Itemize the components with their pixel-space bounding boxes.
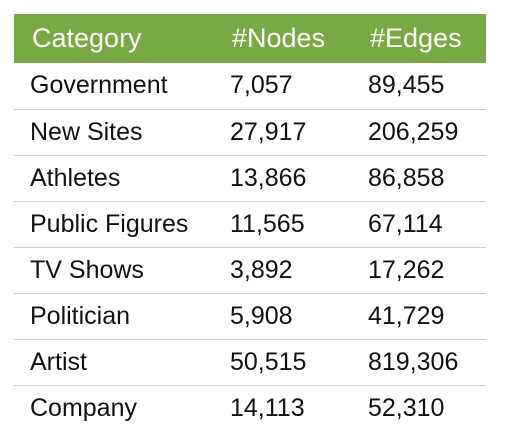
cell-nodes: 14,113: [230, 393, 305, 422]
cell-category: New Sites: [14, 109, 214, 156]
table-row: Public Figures 11,565 67,114: [14, 201, 486, 248]
header-category: Category: [14, 14, 214, 63]
cell-category: Public Figures: [14, 201, 214, 248]
cell-edges: 67,114: [352, 201, 486, 248]
header-edges: #Edges: [352, 14, 486, 63]
table-row: Athletes 13,866 86,858: [14, 155, 486, 202]
table-row: TV Shows 3,892 17,262: [14, 247, 486, 294]
cell-edges: 206,259: [352, 109, 486, 156]
cell-edges: 819,306: [352, 339, 486, 386]
cell-nodes: 13,866: [214, 155, 352, 202]
cell-edges: 17,262: [352, 247, 486, 294]
cell-category: TV Shows: [14, 247, 214, 294]
cell-nodes: 7,057: [214, 63, 352, 110]
table-header: Category #Nodes #Edges: [14, 14, 486, 63]
table-row: Company 14,113 52,310: [14, 385, 486, 431]
cell-nodes: 11,565: [214, 201, 352, 248]
cell-edges: 86,858: [352, 155, 486, 202]
cell-edges: 41,729: [352, 293, 486, 340]
table-row: Artist 50,515 819,306: [14, 339, 486, 386]
cell-edges: 52,310: [368, 393, 445, 422]
cell-category: Politician: [14, 293, 214, 340]
table-row: Government 7,057 89,455: [14, 63, 486, 110]
cell-category: Athletes: [14, 155, 214, 202]
cell-nodes: 5,908: [214, 293, 352, 340]
header-row: Category #Nodes #Edges: [14, 14, 486, 63]
table-row: New Sites 27,917 206,259: [14, 109, 486, 156]
cell-nodes: 50,515: [214, 339, 352, 386]
category-stats-table: Category #Nodes #Edges Government 7,057 …: [14, 14, 486, 431]
data-table-container: Category #Nodes #Edges Government 7,057 …: [14, 14, 486, 431]
cell-nodes: 3,892: [214, 247, 352, 294]
cell-category: Company: [30, 393, 137, 422]
header-nodes: #Nodes: [214, 14, 352, 63]
cell-category: Government: [14, 63, 214, 110]
table-row: Politician 5,908 41,729: [14, 293, 486, 340]
cell-edges: 89,455: [352, 63, 486, 110]
cell-nodes: 27,917: [214, 109, 352, 156]
table-body: Government 7,057 89,455 New Sites 27,917…: [14, 63, 486, 431]
cell-category: Artist: [14, 339, 214, 386]
